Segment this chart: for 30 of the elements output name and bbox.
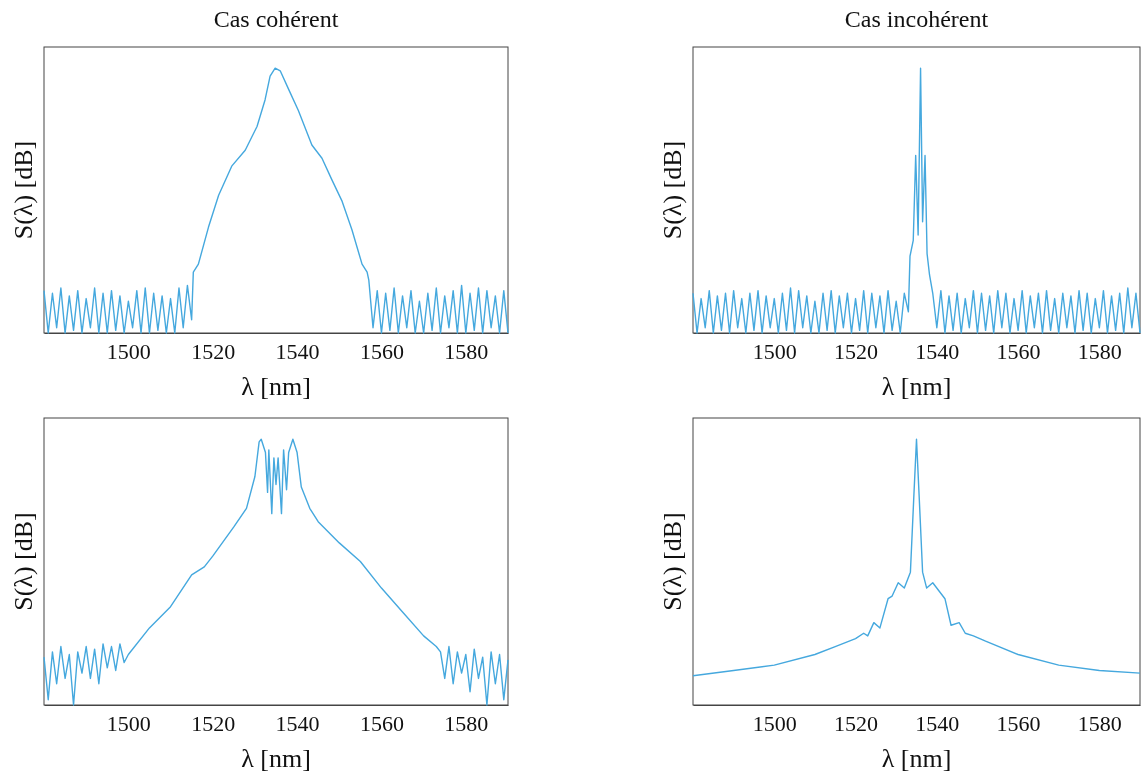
x-tick-label: 1560	[359, 338, 404, 364]
x-axis-title: λ [nm]	[881, 372, 952, 401]
x-tick-label: 1500	[106, 710, 151, 736]
x-tick-label: 1560	[996, 338, 1041, 364]
x-axis-title: λ [nm]	[241, 744, 311, 773]
x-tick-label: 1500	[752, 710, 797, 736]
x-tick-label: 1540	[275, 710, 320, 736]
x-tick-label: 1500	[752, 338, 797, 364]
x-axis-title: λ [nm]	[881, 744, 952, 773]
x-tick-label: 1560	[359, 710, 404, 736]
x-tick-label: 1560	[996, 710, 1041, 736]
x-tick-label: 1540	[915, 710, 960, 736]
x-tick-label: 1580	[444, 710, 489, 736]
chart-title: Cas incohérent	[844, 6, 989, 32]
y-axis-title: S(λ) [dB]	[658, 512, 687, 611]
x-tick-label: 1580	[1077, 710, 1122, 736]
x-tick-label: 1580	[444, 338, 489, 364]
x-tick-label: 1540	[275, 338, 320, 364]
x-tick-label: 1580	[1077, 338, 1122, 364]
x-tick-label: 1500	[106, 338, 151, 364]
x-axis-title: λ [nm]	[241, 372, 311, 401]
x-tick-label: 1520	[834, 710, 879, 736]
x-tick-label: 1520	[191, 338, 236, 364]
x-tick-label: 1520	[834, 338, 879, 364]
y-axis-title: S(λ) [dB]	[658, 140, 687, 240]
x-tick-label: 1520	[191, 710, 236, 736]
x-tick-label: 1540	[915, 338, 960, 364]
chart-title: Cas cohérent	[213, 6, 339, 32]
y-axis-title: S(λ) [dB]	[9, 512, 38, 611]
y-axis-title: S(λ) [dB]	[9, 140, 38, 240]
